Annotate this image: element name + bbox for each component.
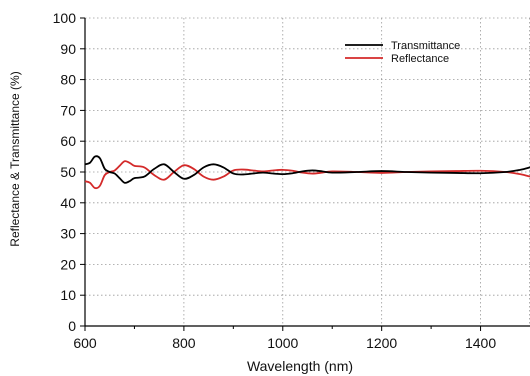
legend-label-transmittance: Transmittance — [391, 40, 460, 52]
x-tick-label: 1200 — [366, 335, 397, 351]
x-axis-title: Wavelength (nm) — [247, 358, 353, 374]
y-tick-label: 20 — [60, 256, 76, 272]
legend-label-reflectance: Reflectance — [391, 53, 449, 65]
y-tick-label: 90 — [60, 41, 76, 57]
grid — [85, 17, 530, 326]
y-tick-label: 60 — [60, 133, 76, 149]
y-tick-label: 100 — [53, 10, 77, 26]
y-tick-label: 40 — [60, 195, 76, 211]
y-tick-label: 0 — [68, 318, 76, 334]
series-line-reflectance — [84, 160, 530, 190]
x-tick-label: 600 — [73, 335, 97, 351]
y-tick-label: 80 — [60, 72, 76, 88]
series-line-transmittance — [84, 155, 530, 184]
series-group — [84, 155, 530, 190]
y-tick-label: 30 — [60, 226, 76, 242]
y-tick-label: 50 — [60, 164, 76, 180]
x-tick-label: 800 — [172, 335, 196, 351]
x-tick-label: 1400 — [465, 335, 496, 351]
y-tick-label: 70 — [60, 102, 76, 118]
axes: 0 10 20 30 40 50 60 70 80 90 100 600 800 1000 1200 1400 — [53, 10, 530, 351]
y-tick-label: 10 — [60, 287, 76, 303]
x-tick-label: 1000 — [267, 335, 298, 351]
y-axis-title: Reflectance & Transmittance (%) — [8, 71, 22, 246]
